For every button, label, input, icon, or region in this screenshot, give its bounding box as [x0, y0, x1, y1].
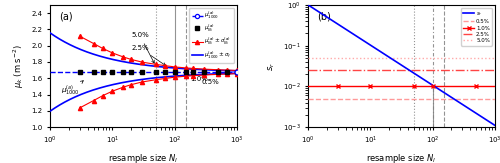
X-axis label: resample size $N_l$: resample size $N_l$ — [366, 152, 437, 163]
$s_r$ — [305, 4, 311, 6]
$s_r$ — [353, 35, 359, 37]
$s_r$ — [430, 84, 436, 86]
Text: (a): (a) — [60, 11, 73, 21]
Text: 5.0%: 5.0% — [131, 32, 154, 63]
2.5% — [305, 69, 311, 71]
Text: 1.0%: 1.0% — [186, 75, 208, 82]
$s_r$ — [446, 95, 452, 97]
Text: 2.5%: 2.5% — [131, 45, 166, 66]
Y-axis label: $\mu_k$ (m s$^{-2}$): $\mu_k$ (m s$^{-2}$) — [11, 44, 26, 88]
$s_r$ — [492, 125, 498, 126]
Legend: $\mu^{(a)}_{1000}$, $\mu^{(a)}_{N_i}$, $\mu^{(a)}_{N_i} \pm \sigma^{(a)}_{N_i}$,: $\mu^{(a)}_{1000}$, $\mu^{(a)}_{N_i}$, $… — [190, 8, 234, 63]
5.0% — [305, 57, 311, 59]
X-axis label: resample size $N_l$: resample size $N_l$ — [108, 152, 178, 163]
$s_r$ — [390, 59, 396, 60]
Text: 0.5%: 0.5% — [201, 74, 219, 85]
Line: $s_r$: $s_r$ — [308, 5, 495, 126]
Text: (b): (b) — [318, 11, 331, 21]
0.5% — [305, 98, 311, 100]
Legend: $s_r$, 0.5%, 1.0%, 2.5%, 5.0%: $s_r$, 0.5%, 1.0%, 2.5%, 5.0% — [461, 8, 492, 46]
Text: $\mu^{(a)}_{1000}$: $\mu^{(a)}_{1000}$ — [61, 81, 84, 98]
$s_r$ — [338, 25, 344, 27]
1.0% — [305, 85, 311, 87]
$s_r$ — [415, 75, 421, 77]
Y-axis label: $s_r$: $s_r$ — [266, 61, 277, 71]
